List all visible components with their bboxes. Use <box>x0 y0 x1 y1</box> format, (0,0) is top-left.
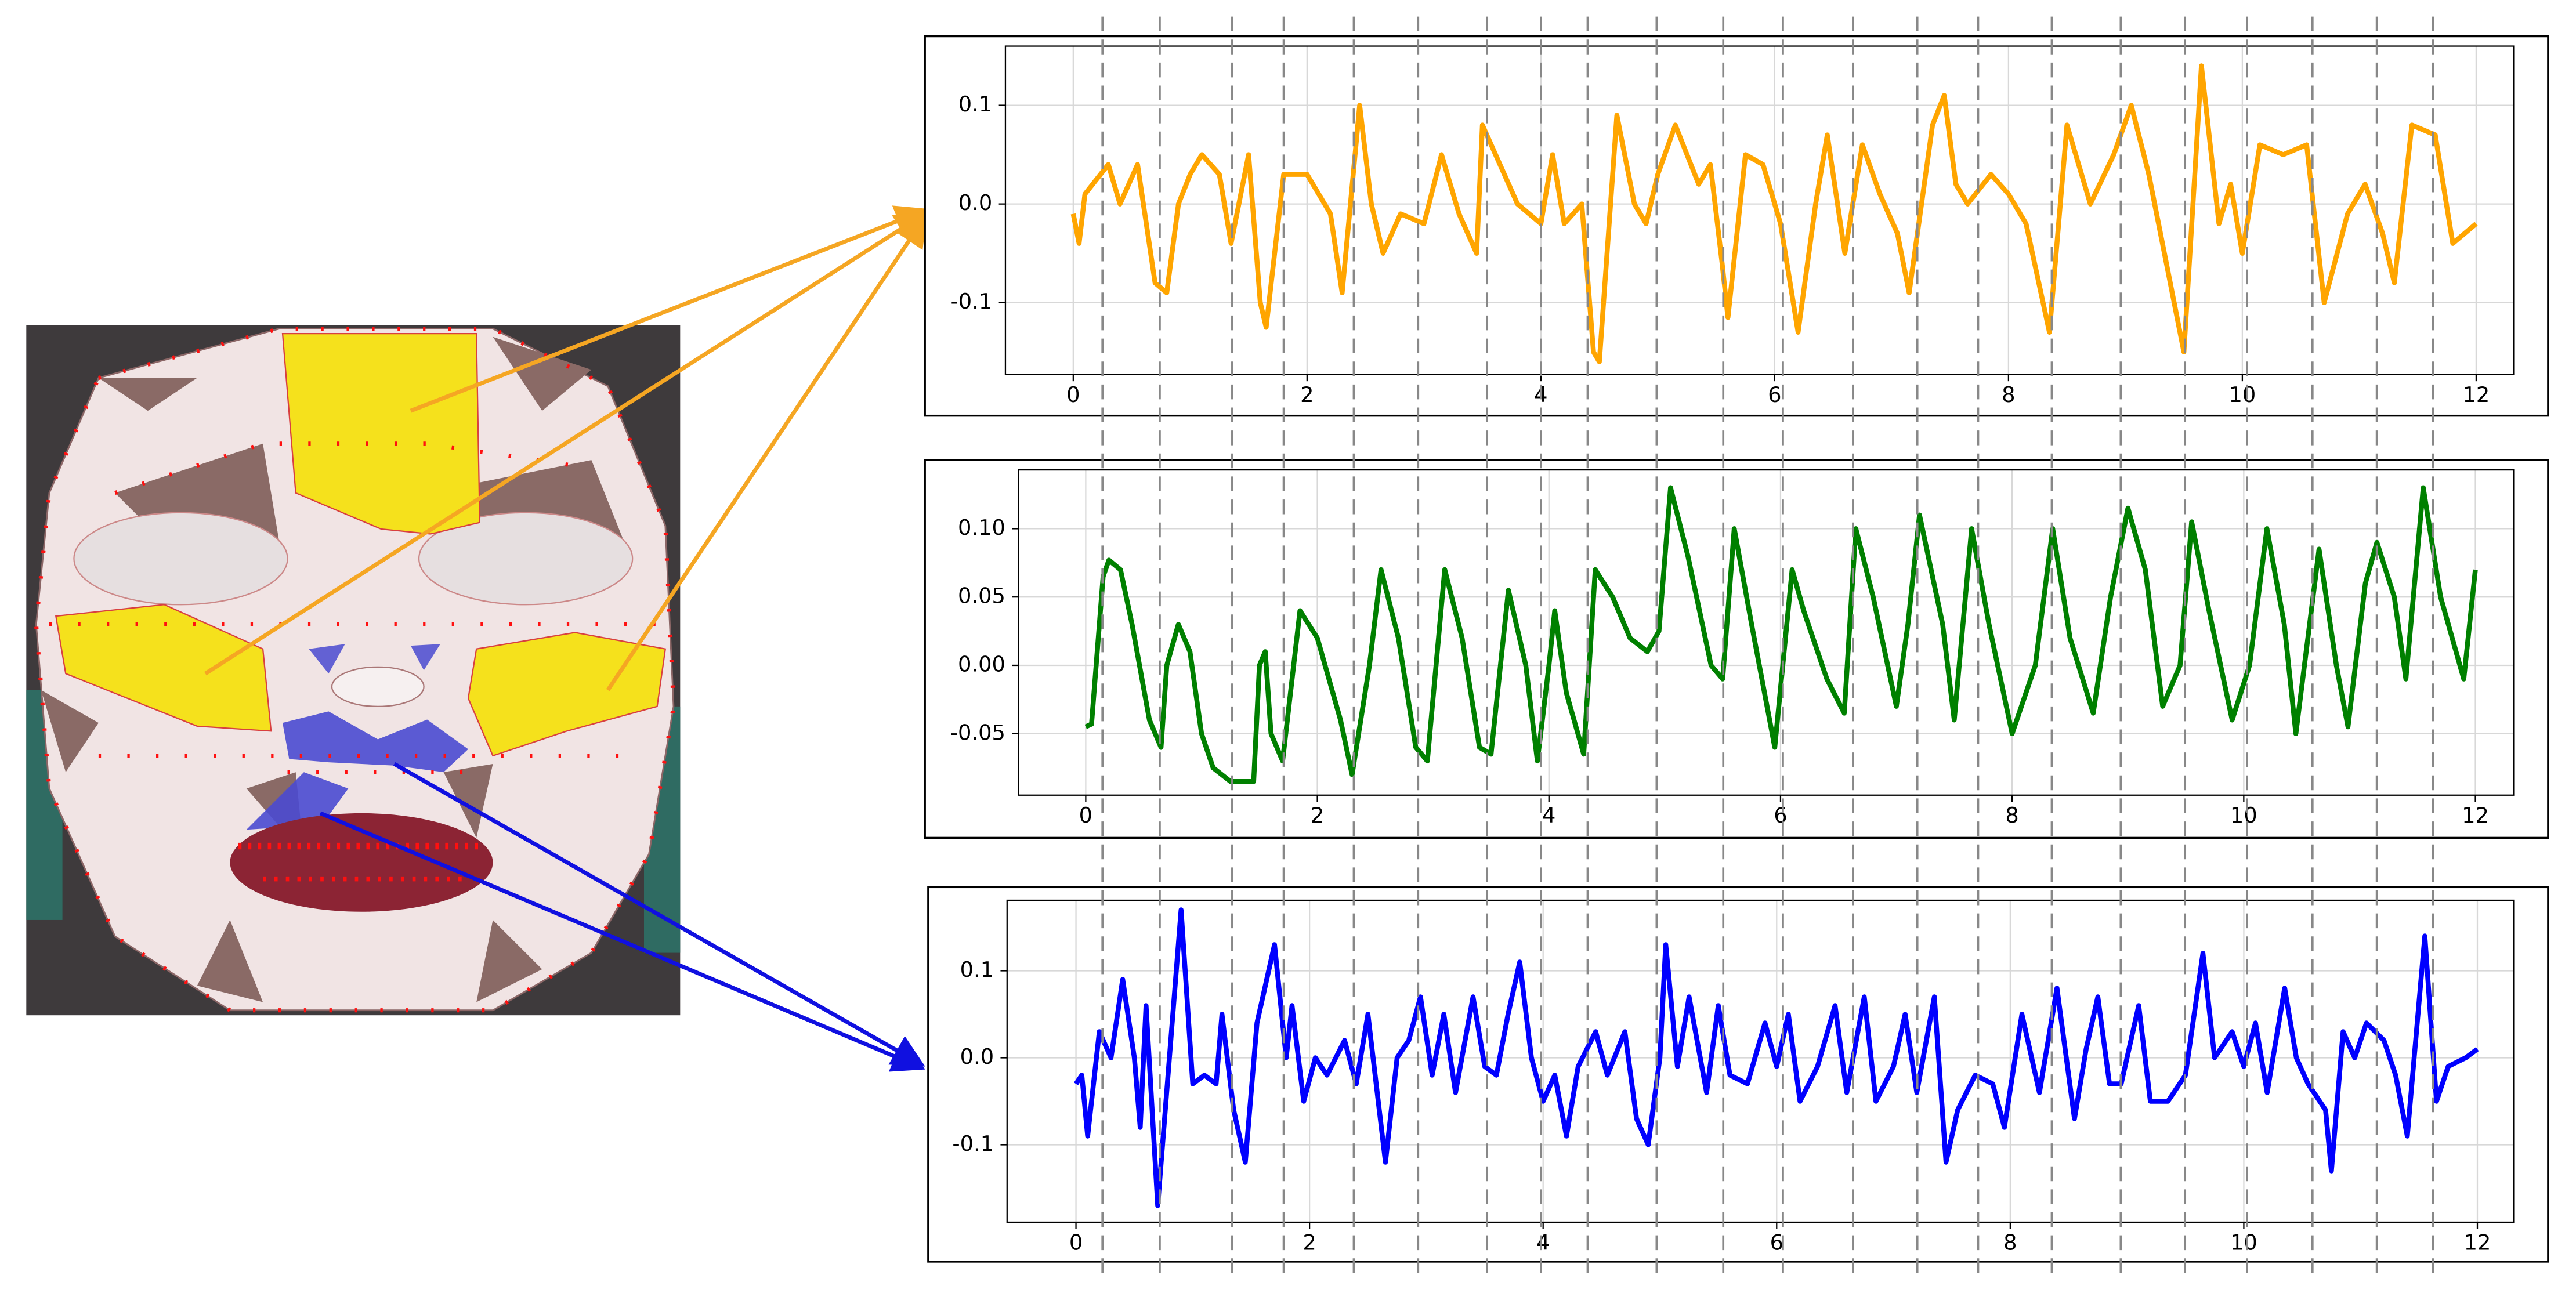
chart: 0 2 4 6 8 10 12 -0.1 0.0 0.1 <box>927 886 2549 1263</box>
x-tick-label: 2 <box>1311 803 1324 828</box>
x-tick-label: 0 <box>1069 1230 1083 1255</box>
chart-frame <box>924 459 2549 839</box>
eye-right <box>418 512 634 606</box>
data-line <box>1084 485 2478 784</box>
x-tick-label: 2 <box>1300 382 1314 407</box>
arrow <box>606 213 928 691</box>
x-tick-label: 6 <box>1770 1230 1783 1255</box>
x-tick-label: 8 <box>2002 382 2015 407</box>
y-tick-label: 0.0 <box>958 190 993 215</box>
cheek-region-right <box>467 632 667 757</box>
plot-area <box>1004 45 2515 375</box>
nose <box>331 666 425 707</box>
chart: 0 2 4 6 8 10 12 -0.05 0.00 0.05 0.10 <box>924 459 2549 839</box>
arrow <box>319 811 926 1072</box>
x-tick-label: 4 <box>1536 1230 1550 1255</box>
y-tick-label: -0.1 <box>952 1131 994 1156</box>
x-tick-label: 0 <box>1079 803 1092 828</box>
x-tick-label: 10 <box>2230 1230 2257 1255</box>
lips <box>230 813 493 912</box>
nose-side-region <box>309 644 440 674</box>
data-line <box>1074 907 2479 1208</box>
landmark-outline <box>34 327 676 1013</box>
data-line <box>1070 63 2478 364</box>
arrow <box>410 205 929 413</box>
x-tick-label: 12 <box>2463 382 2490 407</box>
y-tick-label: 0.05 <box>958 584 1005 609</box>
y-tick-label: -0.05 <box>950 720 1005 745</box>
y-tick-label: 0.10 <box>958 515 1005 540</box>
eye-left <box>73 512 288 606</box>
forehead-region <box>281 332 480 535</box>
y-tick-label: 0.1 <box>958 92 993 117</box>
plot-area <box>1006 899 2515 1223</box>
x-tick-label: 8 <box>2003 1230 2017 1255</box>
x-tick-label: 10 <box>2228 382 2256 407</box>
x-tick-label: 8 <box>2005 803 2018 828</box>
x-tick-label: 10 <box>2230 803 2257 828</box>
y-tick-label: 0.00 <box>958 651 1005 676</box>
cheek-region-left <box>55 604 272 732</box>
x-tick-label: 6 <box>1768 382 1781 407</box>
x-tick-label: 0 <box>1066 382 1080 407</box>
x-tick-label: 2 <box>1303 1230 1316 1255</box>
y-tick-label: -0.1 <box>950 289 992 314</box>
y-tick-label: 0.1 <box>960 957 994 982</box>
x-tick-label: 4 <box>1542 803 1555 828</box>
plot-area <box>1018 469 2515 796</box>
x-tick-label: 12 <box>2462 803 2489 828</box>
arrow <box>204 211 929 676</box>
arrow <box>393 762 925 1067</box>
face-diagram <box>26 325 681 1016</box>
chart-frame <box>927 886 2549 1263</box>
y-tick-label: 0.0 <box>960 1044 994 1069</box>
x-tick-label: 12 <box>2464 1230 2491 1255</box>
arrows <box>204 205 929 1072</box>
x-tick-label: 6 <box>1774 803 1787 828</box>
